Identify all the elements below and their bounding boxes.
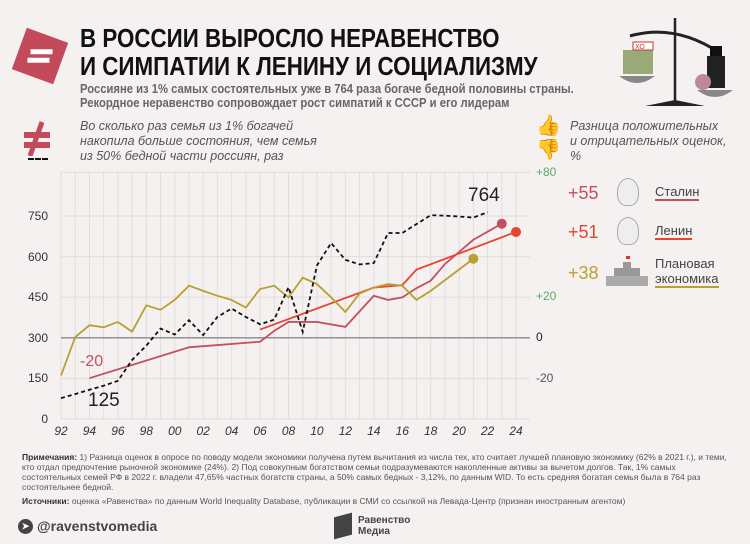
x-axis-tick: 94 bbox=[82, 424, 97, 438]
right-axis-tick: +80 bbox=[536, 165, 557, 180]
x-axis-tick: 00 bbox=[168, 424, 182, 438]
subtitle-line-2: Рекордное неравенство сопровождает рост … bbox=[80, 96, 510, 110]
brand-name: Равенство Медиа bbox=[358, 515, 411, 537]
x-axis-tick: 22 bbox=[480, 424, 495, 438]
x-axis-tick: 14 bbox=[367, 424, 381, 438]
lenin-portrait-icon bbox=[617, 217, 639, 245]
x-axis-tick: 12 bbox=[338, 424, 353, 438]
right-axis-tick: +20 bbox=[536, 288, 557, 303]
right-axis-tick: -20 bbox=[536, 371, 554, 386]
left-axis-tick: 450 bbox=[27, 290, 48, 305]
left-axis-tick: 600 bbox=[27, 249, 48, 264]
page-title: В РОССИИ ВЫРОСЛО НЕРАВЕНСТВО И СИМПАТИИ К… bbox=[80, 24, 538, 80]
plan-label-line: Плановая bbox=[655, 256, 715, 271]
x-axis-tick: 18 bbox=[424, 424, 438, 438]
notes-and-sources: Примечания: 1) Разница оценок в опросе п… bbox=[22, 452, 737, 506]
plan-label: Плановая экономика bbox=[655, 256, 719, 288]
x-axis-tick: 96 bbox=[111, 424, 125, 438]
opinion-legend-line: и отрицательных оценок, bbox=[570, 134, 727, 148]
thumbs-up-icon: 👍 bbox=[536, 115, 561, 137]
lenin-value: +51 bbox=[568, 222, 599, 242]
x-axis-tick: 16 bbox=[395, 424, 409, 438]
left-axis-tick: 300 bbox=[27, 330, 48, 345]
series-end-dot bbox=[468, 253, 479, 264]
stalin-label: Сталин bbox=[655, 184, 700, 201]
stalin-portrait-icon bbox=[617, 178, 639, 206]
thumbs-down-icon: 👎 bbox=[536, 139, 561, 161]
notes: Примечания: 1) Разница оценок в опросе п… bbox=[22, 452, 737, 492]
x-axis-tick: 08 bbox=[281, 424, 296, 438]
inequality-line bbox=[60, 211, 488, 400]
series-end-dot bbox=[511, 226, 521, 237]
subtitle-line-1: Россияне из 1% самых состоятельных уже в… bbox=[80, 82, 574, 96]
sources: Источники: оценка «Равенства» по данным … bbox=[22, 496, 737, 506]
series-line-1 bbox=[89, 222, 503, 380]
x-axis-tick: 20 bbox=[452, 424, 466, 438]
inequality-sign-icon bbox=[24, 121, 50, 156]
inequality-legend-line: из 50% бедной части россиян, раз bbox=[80, 149, 284, 163]
government-building-icon bbox=[606, 256, 648, 286]
telegram-icon: ➤ bbox=[18, 518, 33, 534]
stalin-value: +55 bbox=[568, 183, 599, 203]
series-line-3 bbox=[60, 258, 474, 376]
x-axis-tick: 92 bbox=[54, 424, 68, 438]
telegram-link[interactable]: ➤ @ravenstvomedia bbox=[18, 518, 157, 534]
inequality-legend: Во сколько раз семья из 1% богачей накопи… bbox=[80, 119, 317, 164]
x-axis-tick: 98 bbox=[139, 424, 153, 438]
series-end-dot bbox=[496, 218, 507, 229]
brand-logo-icon bbox=[334, 512, 352, 540]
inequality-legend-line: накопила больше состояния, чем семья bbox=[80, 134, 317, 148]
title-line-2: И СИМПАТИИ К ЛЕНИНУ И СОЦИАЛИЗМУ bbox=[80, 51, 538, 81]
sources-text: оценка «Равенства» по данным World Inequ… bbox=[71, 496, 626, 506]
inequality-start-label: 125 bbox=[88, 390, 120, 411]
scales-illustration-icon: ХО bbox=[619, 18, 733, 106]
opinion-legend-line: % bbox=[570, 149, 582, 163]
telegram-handle[interactable]: @ravenstvomedia bbox=[37, 518, 158, 534]
left-axis-tick: 750 bbox=[27, 208, 48, 223]
inequality-legend-line: Во сколько раз семья из 1% богачей bbox=[80, 119, 294, 133]
plan-value: +38 bbox=[568, 263, 599, 283]
plan-label-line: экономика bbox=[655, 271, 719, 286]
notes-text: 1) Разница оценок в опросе по поводу мод… bbox=[22, 452, 727, 492]
inequality-end-label: 764 bbox=[468, 185, 500, 206]
notes-label: Примечания: bbox=[22, 452, 78, 462]
left-axis-tick: 150 bbox=[27, 371, 48, 386]
svg-text:ХО: ХО bbox=[635, 44, 645, 51]
left-axis-tick: 0 bbox=[41, 412, 48, 426]
stalin-start-label: -20 bbox=[80, 353, 104, 370]
x-axis-tick: 06 bbox=[253, 424, 267, 438]
right-axis-tick: 0 bbox=[536, 330, 543, 344]
opinion-legend-line: Разница положительных bbox=[570, 119, 719, 133]
title-line-1: В РОССИИ ВЫРОСЛО НЕРАВЕНСТВО bbox=[80, 23, 500, 53]
lenin-label: Ленин bbox=[655, 223, 693, 240]
brand-logo: Равенство Медиа bbox=[334, 512, 411, 540]
x-axis-tick: 02 bbox=[196, 424, 210, 438]
x-axis-tick: 10 bbox=[310, 424, 324, 438]
subtitle: Россияне из 1% самых состоятельных уже в… bbox=[80, 82, 574, 110]
x-axis-tick: 04 bbox=[224, 424, 239, 438]
sources-label: Источники: bbox=[22, 496, 70, 506]
opinion-legend: Разница положительных и отрицательных оце… bbox=[570, 119, 726, 164]
inequality-dash-key bbox=[28, 158, 48, 160]
x-axis-tick: 24 bbox=[509, 424, 523, 438]
